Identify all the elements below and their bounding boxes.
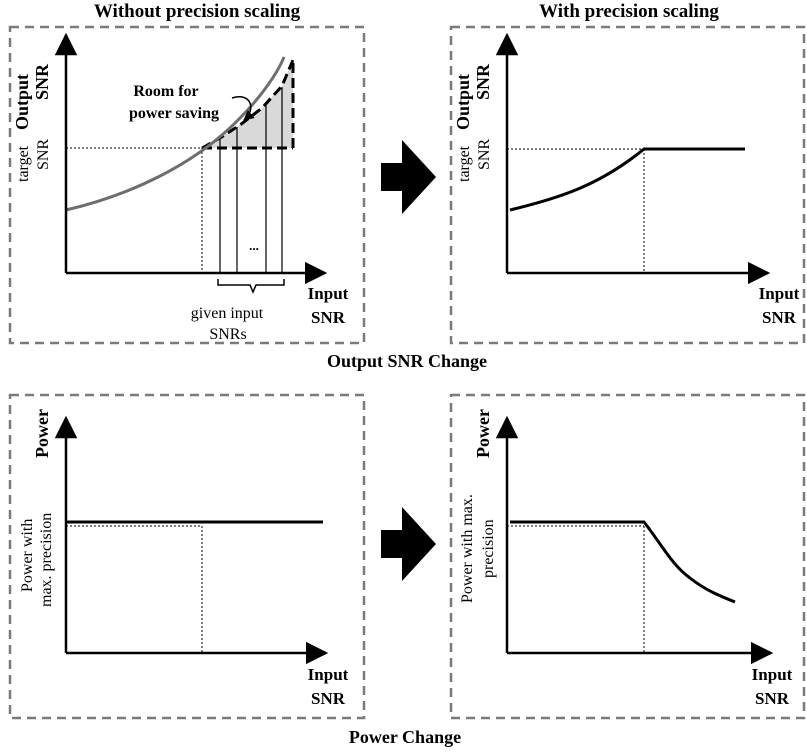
panel-power-with: Power Power with max. precision Input SN… (449, 393, 806, 720)
output-snr-curve (509, 147, 745, 212)
given-input-label: given input (191, 305, 264, 322)
target-label: target (15, 145, 32, 182)
x-axis-label-snr: SNR (311, 689, 346, 708)
y-axis-label-output: Output (453, 74, 473, 130)
given-input-brace (217, 279, 285, 294)
room-label-2: power saving (129, 105, 219, 122)
y-axis-label-power: Power (473, 409, 493, 458)
given-input-label-2: SNRs (209, 326, 246, 343)
title-without-scaling: Without precision scaling (94, 1, 301, 22)
x-axis-label-input: Input (759, 284, 800, 303)
x-axis-label-snr: SNR (311, 308, 346, 327)
target-snr-label: SNR (35, 139, 52, 170)
section-caption-output: Output SNR Change (327, 351, 487, 371)
panel-frame (449, 393, 806, 720)
power-max-label-2: precision (480, 519, 497, 578)
power-max-label-1: Power with max. (459, 494, 476, 603)
power-curve (510, 520, 736, 604)
x-axis-label-input: Input (752, 665, 793, 684)
transition-arrow-top (381, 140, 436, 214)
output-snr-curve (65, 56, 286, 212)
title-with-scaling: With precision scaling (539, 1, 719, 22)
x-axis-label-input: Input (308, 665, 349, 684)
target-snr-label: SNR (476, 139, 493, 170)
panel-output-without: Output SNR target SNR Room for power sav… (8, 25, 366, 345)
panel-power-without: Power Power with max. precision Input SN… (8, 393, 366, 720)
panel-frame (8, 25, 366, 345)
y-axis-label-power: Power (32, 409, 52, 458)
y-axis-label-output: Output (12, 74, 32, 130)
x-axis-label-snr: SNR (762, 308, 797, 327)
room-label-1: Room for (133, 83, 198, 100)
x-axis-label-input: Input (308, 284, 349, 303)
y-axis-label-snr: SNR (473, 63, 493, 100)
power-saving-region (202, 60, 293, 148)
panel-frame (8, 393, 366, 720)
ellipsis: ... (249, 238, 259, 253)
panel-frame (449, 25, 806, 345)
x-axis-label-snr: SNR (755, 689, 790, 708)
y-axis-label-snr: SNR (32, 63, 52, 100)
power-max-label-2: max. precision (38, 513, 55, 607)
panel-output-with: Output SNR target SNR Input SNR (449, 25, 806, 345)
power-max-label-1: Power with (19, 519, 36, 592)
section-caption-power: Power Change (349, 727, 461, 747)
transition-arrow-bottom (381, 507, 436, 581)
target-label: target (456, 145, 473, 182)
curved-arrow (231, 96, 255, 121)
